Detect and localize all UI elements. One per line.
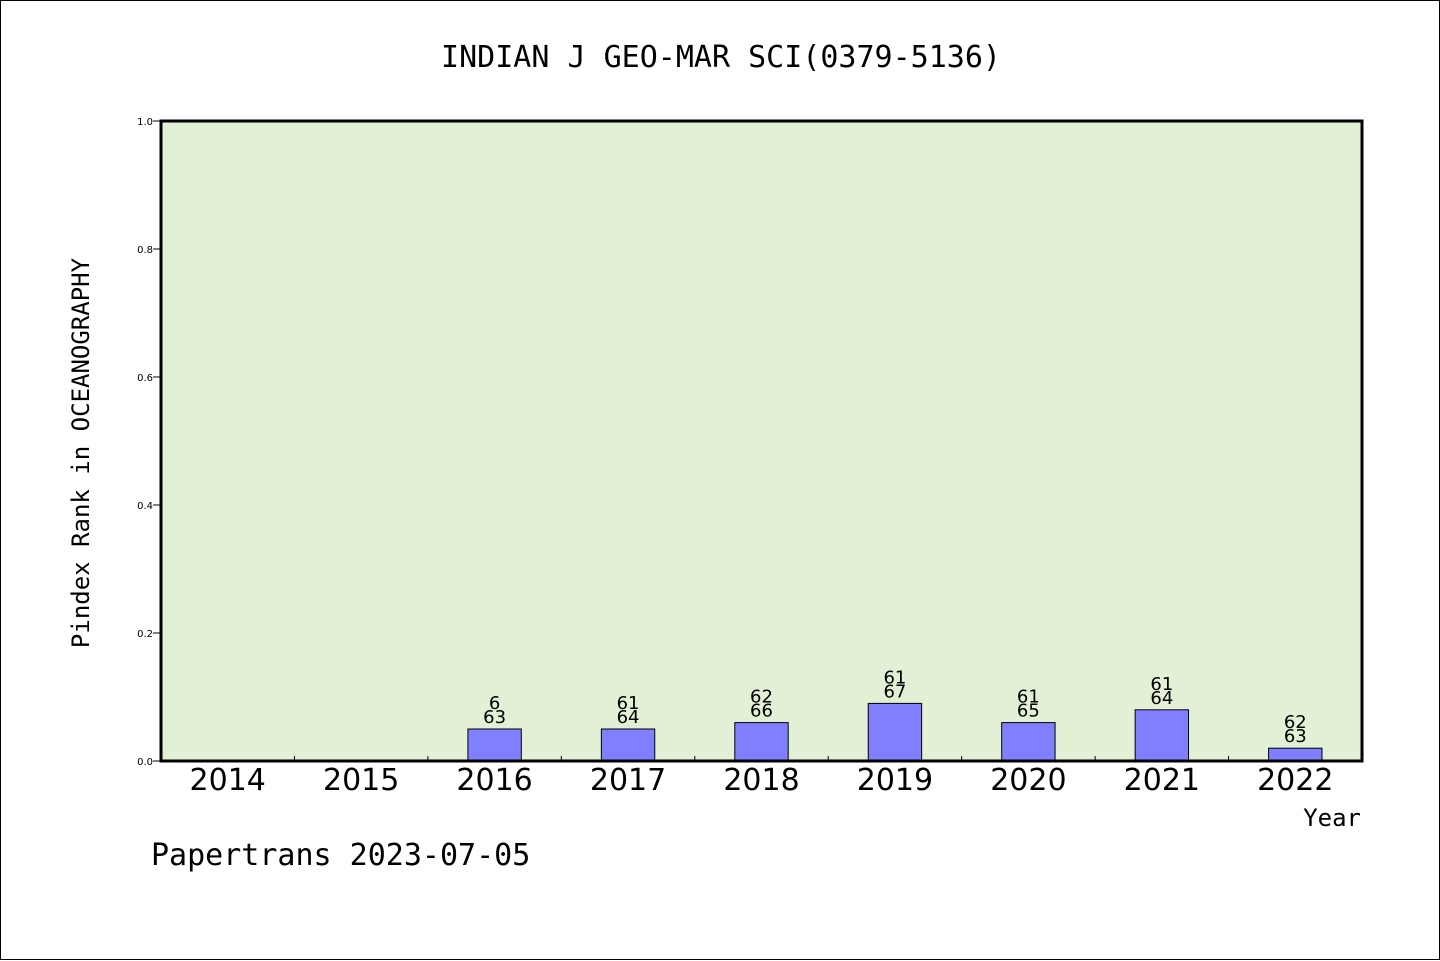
bar-label-lower: 63 bbox=[1284, 726, 1307, 747]
x-tick-label: 2022 bbox=[1257, 763, 1333, 798]
bar-label-lower: 64 bbox=[1150, 688, 1173, 709]
x-axis-title: Year bbox=[1303, 804, 1361, 832]
bar-label-lower: 67 bbox=[883, 681, 906, 702]
bar-label-upper: 61 bbox=[1150, 674, 1173, 695]
bar-label-lower: 66 bbox=[750, 701, 773, 722]
x-tick-label: 2017 bbox=[590, 763, 666, 798]
x-tick-label: 2015 bbox=[323, 763, 399, 798]
y-tick-label: 0.0 bbox=[137, 757, 153, 768]
bar bbox=[867, 702, 923, 762]
plot-area bbox=[161, 121, 1362, 761]
x-tick-label: 2019 bbox=[857, 763, 933, 798]
x-tick-label: 2021 bbox=[1124, 763, 1200, 798]
y-tick-label: 0.6 bbox=[137, 373, 153, 384]
chart-title: INDIAN J GEO-MAR SCI(0379-5136) bbox=[441, 40, 1001, 75]
footer-text: Papertrans 2023-07-05 bbox=[151, 838, 530, 873]
bar-label-lower: 63 bbox=[483, 707, 506, 728]
x-tick-label: 2016 bbox=[456, 763, 532, 798]
bar-label-upper: 6 bbox=[489, 693, 500, 714]
bar-label-lower: 64 bbox=[617, 707, 640, 728]
bars bbox=[467, 702, 1323, 762]
x-tick-label: 2020 bbox=[990, 763, 1066, 798]
x-axis: 2014 2015 2016 2017 2018 2019 2020 2021 2022 bbox=[190, 756, 1333, 798]
x-tick-label: 2014 bbox=[190, 763, 266, 798]
y-axis-title: Pindex Rank in OCEANOGRAPHY bbox=[67, 257, 95, 648]
bar bbox=[467, 728, 522, 762]
bar bbox=[1268, 747, 1323, 762]
bar bbox=[734, 722, 789, 762]
y-tick-label: 0.2 bbox=[137, 629, 153, 640]
bar-label-upper: 61 bbox=[883, 667, 906, 688]
bar bbox=[1134, 709, 1190, 762]
y-tick-label: 1.0 bbox=[137, 117, 153, 128]
bar-label-lower: 65 bbox=[1017, 701, 1040, 722]
bar-label-upper: 62 bbox=[750, 687, 773, 708]
y-tick-label: 0.8 bbox=[137, 245, 153, 256]
bar-label-upper: 61 bbox=[617, 693, 640, 714]
x-tick-label: 2018 bbox=[723, 763, 799, 798]
y-axis: 0.0 0.2 0.4 0.6 0.8 1.0 bbox=[137, 117, 161, 768]
bar-label-upper: 62 bbox=[1284, 712, 1307, 733]
bar-label-upper: 61 bbox=[1017, 687, 1040, 708]
bar bbox=[600, 728, 656, 762]
y-tick-label: 0.4 bbox=[137, 501, 153, 512]
plot-border bbox=[159, 119, 1364, 763]
bar bbox=[1001, 722, 1056, 762]
